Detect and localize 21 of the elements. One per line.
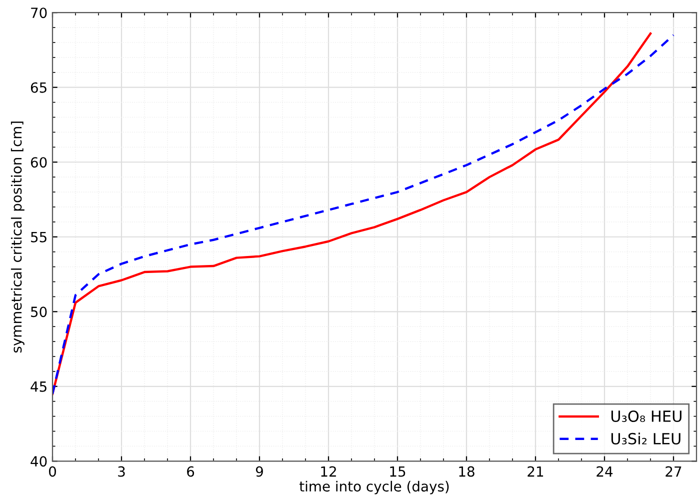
x-tick-label: 27 bbox=[666, 466, 682, 477]
legend-label: U₃O₈ HEU bbox=[611, 410, 682, 422]
x-tick-label: 12 bbox=[321, 466, 336, 477]
y-tick-label: 40 bbox=[30, 456, 47, 467]
y-tick-label: 65 bbox=[30, 82, 46, 93]
y-tick-label: 70 bbox=[31, 8, 47, 18]
x-axis-title: time into cycle (days) bbox=[300, 480, 449, 494]
legend-label: U₃Si₂ LEU bbox=[611, 432, 680, 444]
x-tick-label: 15 bbox=[390, 466, 406, 477]
y-tick-label: 55 bbox=[31, 232, 46, 242]
x-tick-label: 18 bbox=[459, 466, 474, 477]
x-tick-label: 9 bbox=[256, 466, 263, 477]
y-tick-label: 60 bbox=[30, 157, 47, 168]
y-tick-label: 50 bbox=[31, 306, 47, 318]
x-tick-label: 21 bbox=[528, 466, 544, 477]
x-tick-label: 0 bbox=[48, 466, 56, 477]
x-tick-label: 24 bbox=[596, 466, 613, 477]
x-tick-label: 6 bbox=[187, 466, 194, 477]
y-axis-title: symmetrical critical position [cm] bbox=[10, 122, 24, 353]
y-tick-label: 45 bbox=[30, 382, 46, 392]
x-tick-label: 3 bbox=[118, 466, 125, 477]
